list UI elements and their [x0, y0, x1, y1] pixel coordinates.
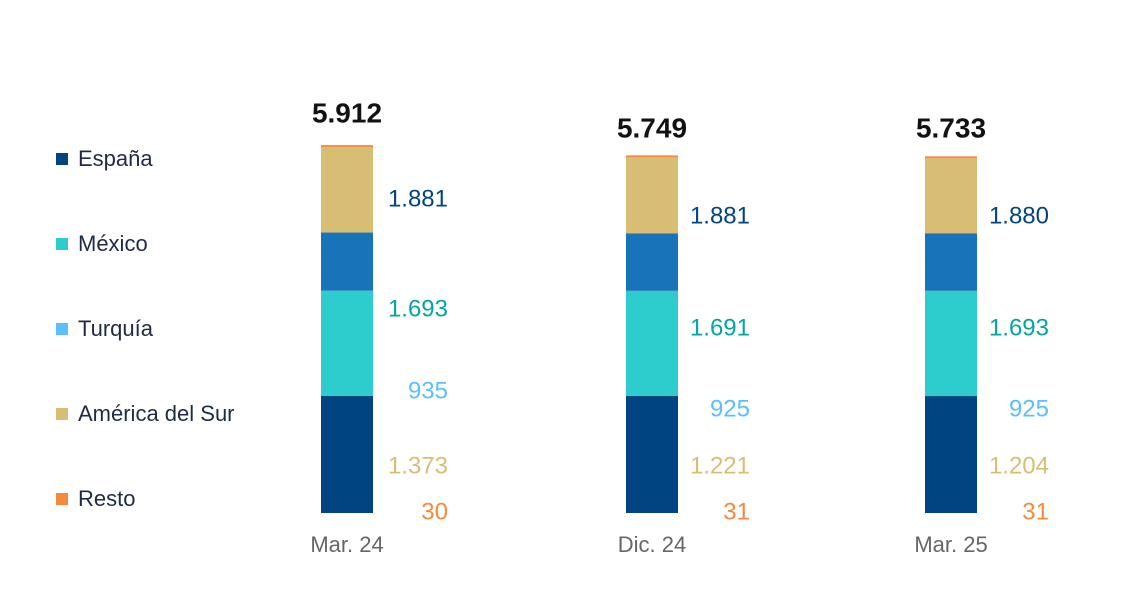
legend-swatch-espana-icon	[56, 153, 68, 165]
data-label-resto-mar-24: 30	[421, 498, 448, 525]
data-label-espana-dic-24: 1.881	[690, 202, 750, 229]
legend-swatch-america-del-sur-icon	[56, 408, 68, 420]
bar-segment-espana-mar-24	[321, 396, 373, 513]
legend-label-resto: Resto	[78, 486, 136, 511]
data-label-resto-dic-24: 31	[723, 498, 750, 525]
data-label-turquia-dic-24: 925	[710, 395, 750, 422]
bar-segment-turquia-mar-25	[925, 233, 977, 291]
x-tick-label-dic-24: Dic. 24	[618, 532, 686, 557]
bar-segment-mexico-dic-24	[626, 290, 678, 397]
data-label-mexico-mar-24: 1.693	[388, 295, 448, 322]
data-label-mexico-mar-25: 1.693	[989, 314, 1049, 341]
x-tick-label-mar-25: Mar. 25	[914, 532, 987, 557]
legend-swatch-turquia-icon	[56, 323, 68, 335]
data-label-espana-mar-25: 1.880	[989, 202, 1049, 229]
bar-segment-resto-mar-25	[925, 156, 977, 159]
total-label-mar-25: 5.733	[916, 112, 986, 143]
bar-segment-mexico-mar-25	[925, 290, 977, 397]
bar-segment-turquia-mar-24	[321, 232, 373, 291]
data-label-mexico-dic-24: 1.691	[690, 314, 750, 341]
legend-item-espana: España	[56, 144, 153, 174]
data-label-turquia-mar-25: 925	[1009, 395, 1049, 422]
total-label-dic-24: 5.749	[617, 112, 687, 143]
x-tick-label-mar-24: Mar. 24	[310, 532, 383, 557]
bar-segment-turquia-dic-24	[626, 233, 678, 291]
legend-label-america-del-sur: América del Sur	[78, 401, 235, 426]
bar-segment-resto-mar-24	[321, 145, 373, 148]
data-label-america-del-sur-mar-24: 1.373	[388, 452, 448, 479]
legend-item-turquia: Turquía	[56, 314, 153, 344]
data-label-espana-mar-24: 1.881	[388, 185, 448, 212]
legend-item-mexico: México	[56, 229, 148, 259]
legend-label-mexico: México	[78, 231, 148, 256]
data-label-america-del-sur-mar-25: 1.204	[989, 452, 1049, 479]
data-label-turquia-mar-24: 935	[408, 377, 448, 404]
bar-segment-america-del-sur-mar-24	[321, 147, 373, 233]
bar-segment-resto-dic-24	[626, 155, 678, 158]
legend-label-turquia: Turquía	[78, 316, 154, 341]
bar-segment-america-del-sur-mar-25	[925, 158, 977, 234]
data-label-resto-mar-25: 31	[1022, 498, 1049, 525]
total-label-mar-24: 5.912	[312, 97, 382, 128]
legend-swatch-resto-icon	[56, 493, 68, 505]
legend-item-resto: Resto	[56, 484, 135, 514]
bar-segment-espana-dic-24	[626, 396, 678, 513]
bar-segment-espana-mar-25	[925, 396, 977, 513]
legend-item-america-del-sur: América del Sur	[56, 399, 235, 429]
legend-label-espana: España	[78, 146, 153, 171]
legend-swatch-mexico-icon	[56, 238, 68, 250]
bar-segment-mexico-mar-24	[321, 290, 373, 397]
bar-segment-america-del-sur-dic-24	[626, 157, 678, 234]
data-label-america-del-sur-dic-24: 1.221	[690, 452, 750, 479]
